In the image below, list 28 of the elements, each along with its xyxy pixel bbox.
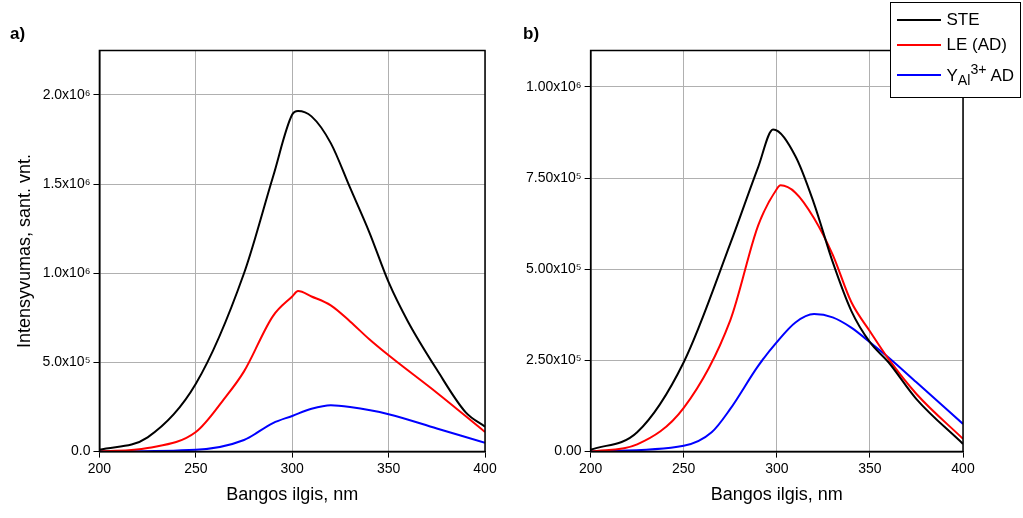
x-tick-label: 350 [376,459,401,476]
x-tick-label: 200 [578,459,603,476]
chart-title: b) [523,23,540,43]
x-tick-label: 300 [280,459,305,476]
x-axis-title: Bangos ilgis, nm [710,484,843,505]
x-tick-label: 250 [184,459,208,476]
y-tick-label: 5.00x10⁵ [526,260,582,277]
y-tick-label: 2.50x10⁵ [526,351,582,368]
x-tick-label: 400 [951,459,975,476]
legend-label: Y$_{Al}$$^{3+}$ AD [946,60,1014,91]
legend-label: STE [946,9,980,31]
y-tick-label: 5.0x10⁵ [42,353,91,370]
x-tick-label: 350 [858,459,882,476]
x-tick-label: 400 [473,459,497,476]
x-axis-title: Bangos ilgis, nm [226,484,359,505]
y-tick-label: 0.0 [70,442,91,459]
chart-title: a) [10,23,26,43]
y-tick-label: 0.00 [554,442,582,459]
legend-label: LE (AD) [946,34,1007,56]
y-tick-label: 1.5x10⁶ [42,174,91,191]
x-tick-label: 250 [672,459,696,476]
y-axis-title: Intensyvumas, sant. vnt. [13,153,34,349]
y-tick-label: 1.00x10⁶ [526,77,582,94]
y-tick-label: 7.50x10⁵ [526,168,582,185]
y-tick-label: 2.0x10⁶ [42,85,91,102]
y-tick-label: 1.0x10⁶ [42,264,91,281]
x-tick-label: 300 [765,459,789,476]
x-tick-label: 200 [87,459,112,476]
